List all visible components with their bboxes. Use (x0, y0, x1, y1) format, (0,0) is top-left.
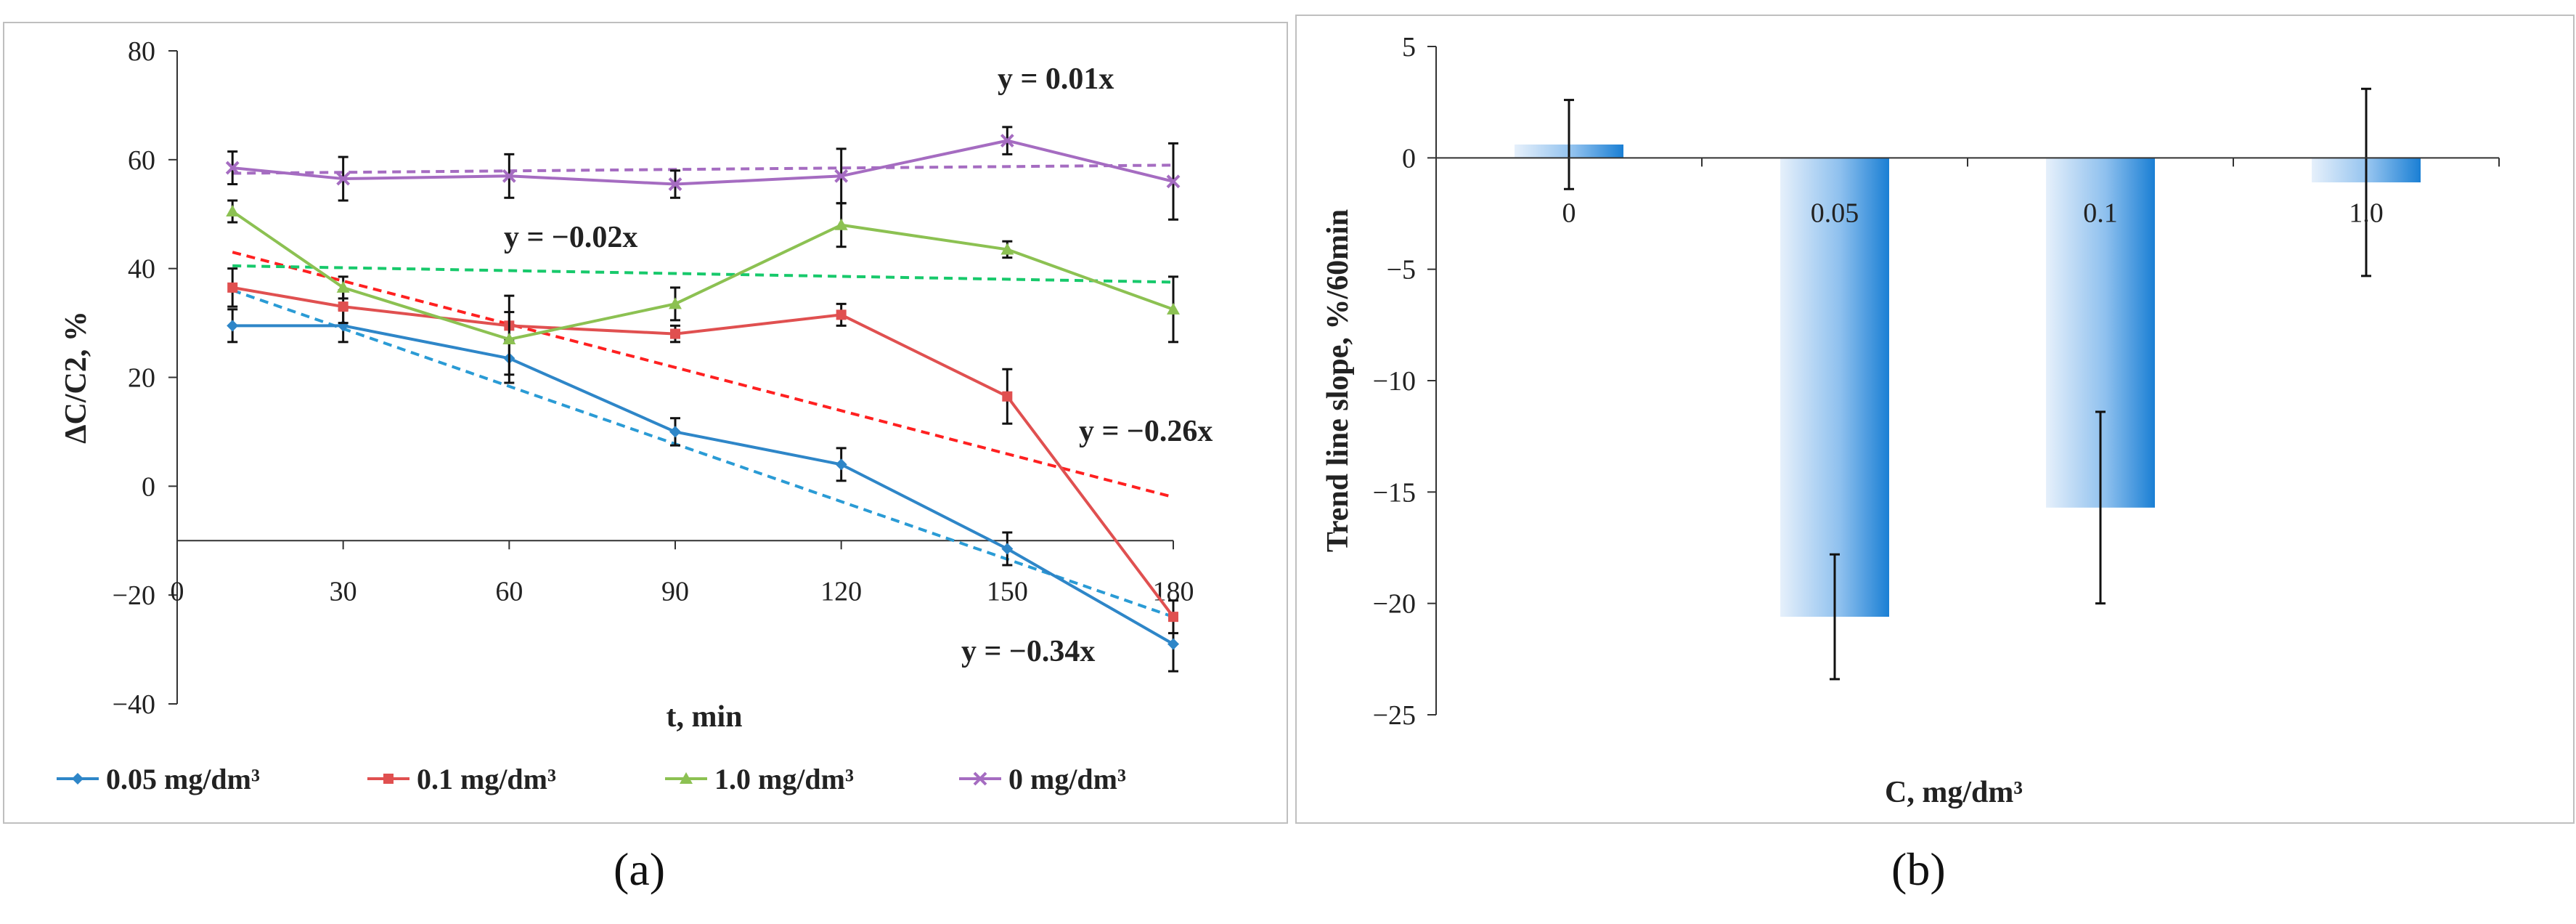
y-tick-label: −15 (1373, 477, 1416, 508)
data-point (669, 297, 682, 309)
data-point (1000, 243, 1014, 255)
y-tick-label: −40 (113, 689, 155, 720)
x-category-label: 0 (1562, 198, 1576, 228)
trendline-equation: y = 0.01x (998, 62, 1114, 96)
y-tick-label: −20 (1373, 589, 1416, 620)
data-point (336, 280, 350, 293)
data-point (670, 328, 680, 339)
caption-b: (b) (1891, 843, 1946, 895)
x-tick-label: 60 (495, 576, 523, 607)
data-point (835, 458, 847, 471)
data-point (1001, 543, 1014, 555)
trendline-equation: y = −0.02x (504, 221, 637, 254)
trendline-equation: y = −0.26x (1079, 415, 1212, 448)
data-point (836, 309, 847, 320)
x-category-label: 1.0 (2349, 198, 2384, 228)
data-point (1002, 391, 1013, 402)
y-tick-label: 5 (1402, 32, 1416, 62)
x-tick-label: 120 (820, 576, 862, 607)
data-point (227, 282, 238, 293)
data-point (225, 161, 240, 175)
data-point (72, 773, 83, 785)
legend-label: 0.05 mg/dm³ (106, 763, 260, 795)
x-category-label: 0.05 (1811, 198, 1859, 228)
chart-panel-b: −25 −20 −15 −10 −5 0 5 Trend line slope, %/60mi… (1295, 15, 2575, 824)
y-tick-label: 80 (128, 36, 155, 67)
data-point (669, 426, 681, 438)
y-tick-label: −25 (1373, 700, 1416, 731)
y-axis-title: ΔC/C2, % (60, 311, 93, 444)
data-point (834, 218, 848, 230)
bar-chart-b: −25 −20 −15 −10 −5 0 5 Trend line slope, %/60mi… (1321, 32, 2500, 809)
x-tick-label: 0 (171, 576, 184, 607)
trendline-equation: y = −0.34x (961, 635, 1095, 668)
y-tick-label: 40 (128, 254, 155, 285)
y-axis-title: Trend line slope, %/60min (1321, 209, 1355, 552)
trendline (232, 251, 1174, 499)
data-point (1168, 612, 1178, 623)
chart-panel-a: −40 −20 0 20 40 60 80 0 30 60 90 120 150 180 ΔC/C2, % t… (3, 22, 1288, 824)
data-point (973, 771, 987, 786)
y-tick-label: −10 (1373, 366, 1416, 397)
x-tick-label: 150 (987, 576, 1028, 607)
data-point (502, 169, 516, 183)
y-tick-label: 0 (142, 471, 155, 502)
y-tick-label: −20 (113, 580, 155, 611)
y-tick-label: −5 (1387, 255, 1416, 285)
data-point (834, 169, 849, 183)
legend-label: 0.1 mg/dm³ (417, 763, 556, 795)
y-tick-label: 0 (1402, 143, 1416, 174)
data-point (1167, 638, 1179, 650)
data-point (383, 774, 394, 784)
x-tick-label: 90 (661, 576, 689, 607)
x-axis-title: C, mg/dm³ (1885, 776, 2023, 809)
data-point (1167, 302, 1180, 315)
x-category-label: 0.1 (2083, 198, 2118, 228)
trendline (232, 264, 1174, 284)
caption-a: (a) (614, 843, 666, 895)
data-point (502, 333, 516, 345)
x-axis-title: t, min (667, 700, 743, 734)
y-tick-label: 20 (128, 363, 155, 394)
data-point (1000, 134, 1014, 148)
data-point (336, 171, 351, 186)
data-point (1166, 174, 1181, 189)
legend-label: 0 mg/dm³ (1008, 763, 1126, 795)
trendline (232, 288, 1174, 619)
trendline (232, 163, 1174, 175)
series-line (232, 139, 1174, 186)
legend-label: 1.0 mg/dm³ (714, 763, 854, 795)
data-point (226, 205, 240, 217)
data-point (668, 177, 682, 191)
data-point (680, 772, 693, 784)
bar (1780, 158, 1889, 617)
data-point (338, 301, 349, 312)
x-tick-label: 30 (330, 576, 357, 607)
data-point (227, 320, 239, 332)
y-tick-label: 60 (128, 145, 155, 176)
